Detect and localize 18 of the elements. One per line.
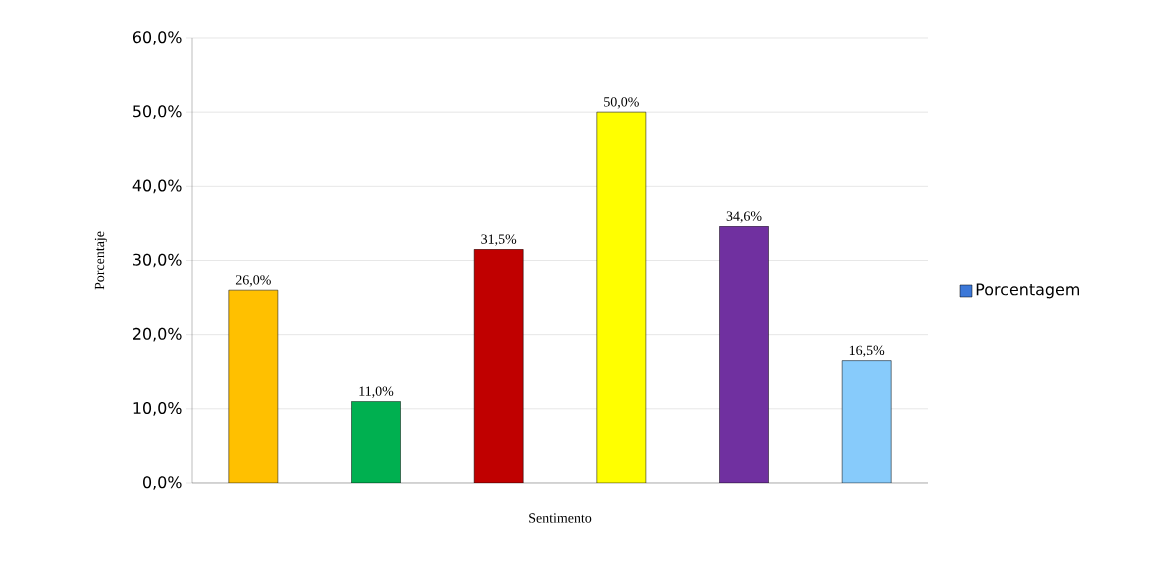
y-tick-label: 40,0% — [132, 179, 182, 194]
y-tick-label: 50,0% — [133, 105, 182, 119]
y-tick-label: 0,0% — [143, 476, 182, 490]
y-axis-title: Porcentaje — [94, 231, 108, 290]
y-tick-label: 20,0% — [133, 327, 182, 342]
data-label: 11,0% — [359, 386, 394, 398]
x-axis-title: Sentimento — [529, 513, 592, 523]
text: Porcentagem — [976, 283, 1079, 299]
data-label: 16,5% — [849, 345, 885, 358]
bar — [719, 226, 769, 483]
y-tick-label: 60,0% — [132, 31, 182, 45]
data-label: 50,0% — [604, 97, 639, 109]
bar — [351, 401, 401, 483]
data-label: 26,0% — [235, 275, 271, 287]
data-label: 34,6% — [726, 211, 762, 223]
y-tick-label: 30,0% — [133, 253, 182, 268]
y-tick-label: 10,0% — [133, 401, 182, 416]
data-label: 31,5% — [481, 234, 517, 246]
